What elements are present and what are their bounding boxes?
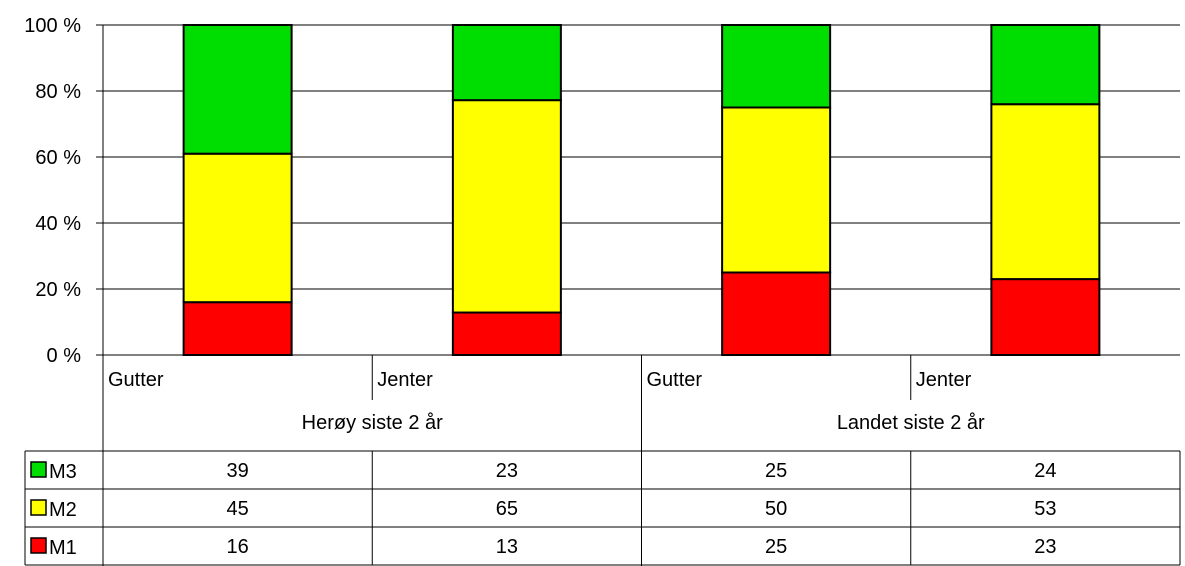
y-tick-label: 100 %: [24, 15, 81, 37]
bar-m1: [182, 301, 293, 357]
legend-label: M2: [49, 499, 77, 521]
table-value: 50: [765, 498, 787, 520]
table-value: 45: [227, 498, 249, 520]
y-tick-label: 0 %: [47, 345, 82, 367]
y-tick-label: 40 %: [35, 213, 81, 235]
bar-m3: [451, 24, 562, 102]
category-label: Gutter: [108, 369, 164, 391]
group-label: Herøy siste 2 år: [302, 412, 443, 434]
category-label: Jenter: [377, 369, 433, 391]
table-value: 16: [227, 536, 249, 558]
y-tick-label: 80 %: [35, 81, 81, 103]
table-value: 24: [1034, 460, 1056, 482]
table-value: 25: [765, 460, 787, 482]
category-label: Gutter: [647, 369, 703, 391]
legend-label: M1: [49, 537, 77, 559]
bar-m2: [451, 99, 562, 314]
y-tick-label: 20 %: [35, 279, 81, 301]
category-label: Jenter: [916, 369, 972, 391]
table-value: 23: [1034, 536, 1056, 558]
table-value: 23: [496, 460, 518, 482]
table-value: 65: [496, 498, 518, 520]
bar-m2: [990, 103, 1101, 281]
bar-m3: [721, 24, 832, 109]
bar-m1: [451, 311, 562, 356]
legend-key-m2: [30, 499, 47, 516]
table-value: 25: [765, 536, 787, 558]
table-value: 13: [496, 536, 518, 558]
legend-label: M3: [49, 461, 77, 483]
y-tick-label: 60 %: [35, 147, 81, 169]
table-value: 39: [227, 460, 249, 482]
legend-key-m1: [30, 537, 47, 554]
bar-m2: [182, 152, 293, 304]
table-value: 53: [1034, 498, 1056, 520]
group-label: Landet siste 2 år: [837, 412, 985, 434]
bar-m1: [721, 271, 832, 356]
legend-key-m3: [30, 461, 47, 478]
bar-m3: [990, 24, 1101, 106]
bar-m2: [721, 106, 832, 274]
bar-m3: [182, 24, 293, 155]
bar-m1: [990, 278, 1101, 357]
